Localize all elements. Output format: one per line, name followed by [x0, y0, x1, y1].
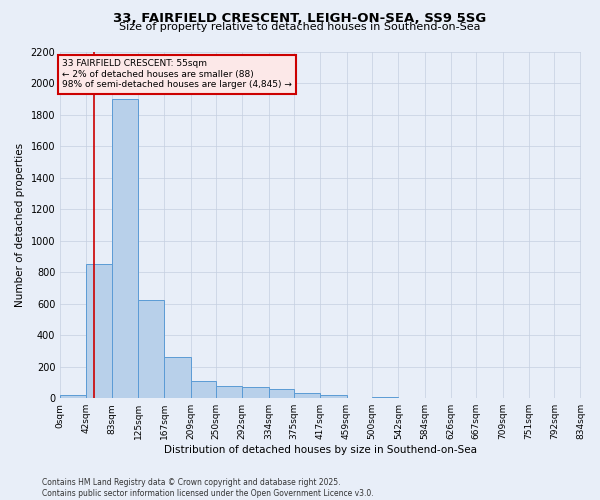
Bar [138, 300, 164, 398]
Bar [86, 264, 112, 398]
Bar [242, 387, 269, 398]
Bar [320, 395, 347, 398]
Bar [372, 396, 398, 398]
Text: Size of property relative to detached houses in Southend-on-Sea: Size of property relative to detached ho… [119, 22, 481, 32]
Bar [164, 357, 191, 398]
Bar [216, 386, 242, 398]
Bar [269, 389, 294, 398]
Bar [294, 394, 320, 398]
X-axis label: Distribution of detached houses by size in Southend-on-Sea: Distribution of detached houses by size … [164, 445, 477, 455]
Text: 33 FAIRFIELD CRESCENT: 55sqm
← 2% of detached houses are smaller (88)
98% of sem: 33 FAIRFIELD CRESCENT: 55sqm ← 2% of det… [62, 60, 292, 89]
Bar [60, 395, 86, 398]
Bar [112, 99, 138, 398]
Text: 33, FAIRFIELD CRESCENT, LEIGH-ON-SEA, SS9 5SG: 33, FAIRFIELD CRESCENT, LEIGH-ON-SEA, SS… [113, 12, 487, 26]
Bar [191, 381, 216, 398]
Text: Contains HM Land Registry data © Crown copyright and database right 2025.
Contai: Contains HM Land Registry data © Crown c… [42, 478, 374, 498]
Y-axis label: Number of detached properties: Number of detached properties [15, 143, 25, 307]
